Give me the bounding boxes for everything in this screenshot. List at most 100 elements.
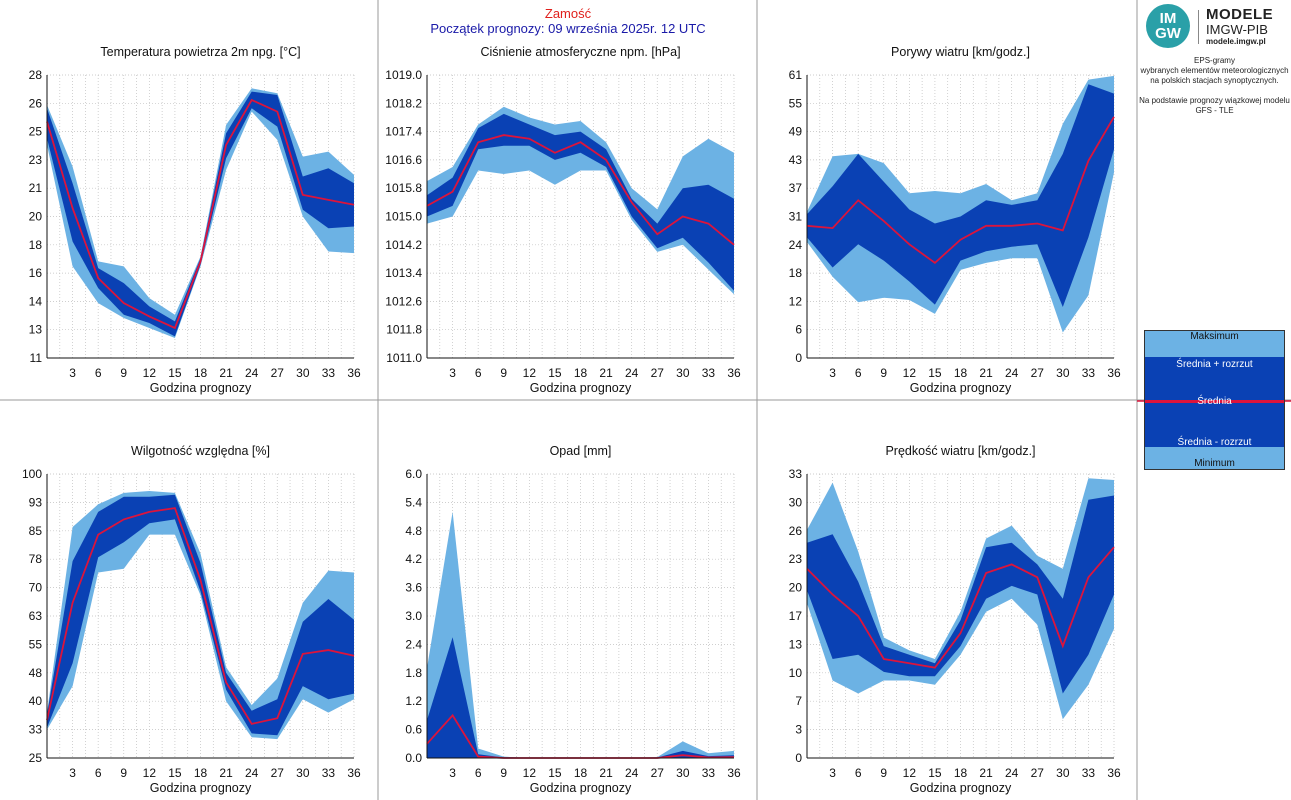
x-axis-label: Godzina prognozy <box>530 381 632 395</box>
legend-min: Minimum <box>1194 458 1235 469</box>
y-tick-label: 1013.4 <box>385 266 422 280</box>
y-tick-label: 13 <box>29 323 43 337</box>
y-tick-label: 49 <box>789 125 803 139</box>
y-tick-label: 61 <box>789 68 803 82</box>
mean-line <box>46 507 355 725</box>
x-tick-label: 21 <box>219 366 233 380</box>
mean-line <box>806 546 1115 669</box>
legend-mean: Średnia <box>1197 396 1232 407</box>
y-tick-label: 18 <box>789 266 803 280</box>
x-tick-label: 9 <box>500 366 507 380</box>
y-tick-label: 1015.8 <box>385 181 422 195</box>
y-tick-label: 26 <box>29 96 43 110</box>
x-tick-label: 15 <box>548 766 562 780</box>
x-tick-label: 3 <box>829 366 836 380</box>
x-axis-label: Godzina prognozy <box>530 781 632 795</box>
y-tick-label: 0.0 <box>405 751 422 765</box>
x-tick-label: 24 <box>245 766 259 780</box>
y-tick-label: 78 <box>29 552 43 566</box>
y-tick-label: 63 <box>29 609 43 623</box>
x-tick-label: 3 <box>829 766 836 780</box>
x-tick-label: 18 <box>954 766 968 780</box>
range-band <box>427 511 734 758</box>
station-name: Zamość <box>544 6 592 21</box>
x-tick-label: 18 <box>194 766 208 780</box>
chart-title: Temperatura powietrza 2m npg. [°C] <box>100 45 300 59</box>
y-tick-label: 0.6 <box>405 723 422 737</box>
x-tick-label: 36 <box>347 766 361 780</box>
chart-title: Wilgotność względna [%] <box>131 444 270 458</box>
y-tick-label: 12 <box>789 294 803 308</box>
x-tick-label: 6 <box>855 366 862 380</box>
x-tick-label: 12 <box>143 366 157 380</box>
x-tick-label: 30 <box>1056 766 1070 780</box>
x-axis-label: Godzina prognozy <box>910 381 1012 395</box>
imgw-logo[interactable]: IM GW MODELE IMGW-PIB modele.imgw.pl <box>1146 4 1290 50</box>
y-tick-label: 85 <box>29 524 43 538</box>
y-tick-label: 1011.8 <box>386 323 422 337</box>
legend-max: Maksimum <box>1190 331 1239 342</box>
y-tick-label: 1018.2 <box>385 96 422 110</box>
x-tick-label: 21 <box>599 366 613 380</box>
chart-title: Opad [mm] <box>550 444 612 458</box>
y-tick-label: 1016.6 <box>385 153 422 167</box>
y-tick-label: 37 <box>789 181 803 195</box>
y-tick-label: 30 <box>789 495 803 509</box>
x-tick-label: 30 <box>1056 366 1070 380</box>
x-tick-label: 9 <box>120 366 127 380</box>
x-tick-label: 9 <box>500 766 507 780</box>
x-tick-label: 30 <box>676 366 690 380</box>
y-tick-label: 55 <box>29 637 43 651</box>
y-tick-label: 18 <box>29 238 43 252</box>
x-tick-label: 12 <box>903 366 917 380</box>
x-tick-label: 30 <box>296 366 310 380</box>
x-tick-label: 3 <box>69 766 76 780</box>
y-tick-label: 3 <box>795 723 802 737</box>
spread-band <box>427 637 734 758</box>
x-tick-label: 6 <box>475 366 482 380</box>
y-tick-label: 1014.2 <box>385 238 422 252</box>
desc-line-3: na polskich stacjach synoptycznych. <box>1150 76 1279 85</box>
y-tick-label: 1.2 <box>405 694 422 708</box>
x-tick-label: 30 <box>296 766 310 780</box>
logo-divider <box>1198 10 1199 44</box>
y-tick-label: 24 <box>789 238 803 252</box>
y-tick-label: 11 <box>30 351 43 365</box>
y-tick-label: 25 <box>29 125 43 139</box>
spread-band <box>807 495 1114 694</box>
y-tick-label: 2.4 <box>405 637 422 651</box>
x-tick-label: 15 <box>168 366 182 380</box>
x-tick-label: 33 <box>702 766 716 780</box>
chart-pressure: 1011.0 1011.8 1012.6 1013.4 1014.2 1015.0 1015… <box>385 45 741 395</box>
x-tick-label: 15 <box>548 366 562 380</box>
y-tick-label: 31 <box>789 210 803 224</box>
y-tick-label: 20 <box>789 581 803 595</box>
x-tick-label: 24 <box>625 366 639 380</box>
y-tick-label: 20 <box>29 210 43 224</box>
y-tick-label: 4.2 <box>405 552 422 566</box>
x-tick-label: 6 <box>855 766 862 780</box>
y-tick-label: 1019.0 <box>385 68 422 82</box>
imgw-logo-icon: IM GW <box>1146 4 1190 48</box>
x-tick-label: 24 <box>245 366 259 380</box>
y-tick-label: 13 <box>789 637 803 651</box>
y-tick-label: 4.8 <box>405 524 422 538</box>
x-tick-label: 15 <box>168 766 182 780</box>
legend: Maksimum Średnia + rozrzut Średnia Średn… <box>1144 330 1285 470</box>
y-tick-label: 40 <box>29 694 43 708</box>
y-tick-label: 43 <box>789 153 803 167</box>
x-tick-label: 9 <box>880 766 887 780</box>
y-tick-label: 16 <box>29 266 43 280</box>
x-tick-label: 15 <box>928 366 942 380</box>
y-tick-label: 6.0 <box>405 467 422 481</box>
x-tick-label: 6 <box>95 766 102 780</box>
chart-precip: 0.00.61.21.82.43.03.64.24.85.46.03 6 9 12 15… <box>405 444 741 795</box>
chart-title: Porywy wiatru [km/godz.] <box>891 45 1030 59</box>
x-tick-label: 21 <box>979 766 993 780</box>
y-tick-label: 100 <box>22 467 42 481</box>
range-band <box>47 88 354 338</box>
x-tick-label: 36 <box>727 366 741 380</box>
x-tick-label: 12 <box>523 766 537 780</box>
